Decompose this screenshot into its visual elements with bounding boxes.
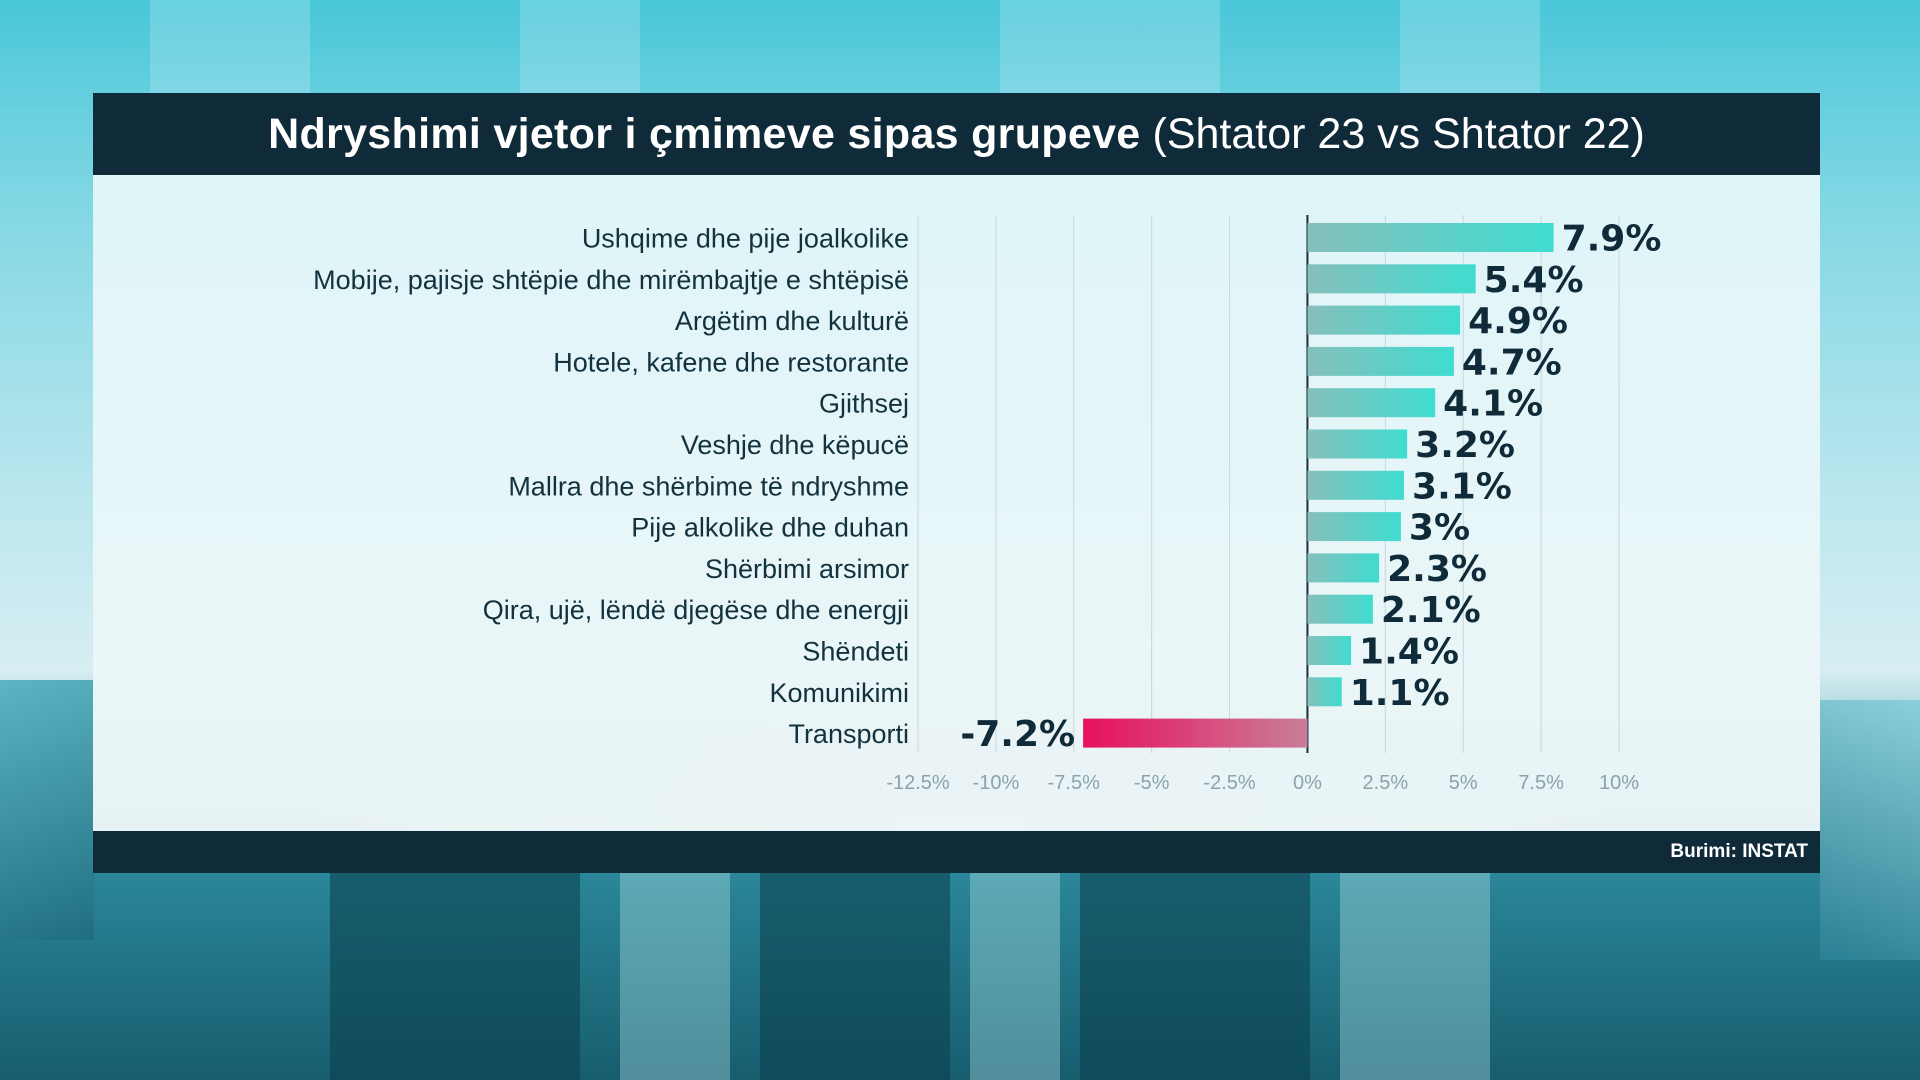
category-label: Ushqime dhe pije joalkolike <box>582 224 909 254</box>
bg-beam <box>970 870 1060 1080</box>
category-label: Veshje dhe këpucë <box>681 430 909 460</box>
bg-stripe <box>1000 0 1220 100</box>
chart-body: -12.5% -10% -7.5% -5% -2.5% 0% 2.5% 5% 7.5% 10% Us… <box>93 175 1820 831</box>
x-tick-label: -2.5% <box>1203 772 1255 794</box>
value-label: 4.7% <box>1462 342 1562 383</box>
chart-header: Ndryshimi vjetor i çmimeve sipas grupeve… <box>93 93 1820 175</box>
category-label: Transporti <box>788 719 909 749</box>
category-label: Shëndeti <box>802 637 909 667</box>
category-label: Mobije, pajisje shtëpie dhe mirëmbajtje … <box>313 265 909 295</box>
category-label: Hotele, kafene dhe restorante <box>553 347 909 377</box>
bar <box>1307 429 1408 459</box>
bg-beam <box>620 870 730 1080</box>
x-tick-label: 2.5% <box>1363 772 1409 794</box>
bg-floor <box>0 870 1920 1080</box>
bar-chart: -12.5% -10% -7.5% -5% -2.5% 0% 2.5% 5% 7.5% 10% Us… <box>313 215 1662 794</box>
bg-beam <box>1080 870 1310 1080</box>
x-tick-label: -5% <box>1134 772 1170 794</box>
value-label: 2.1% <box>1381 590 1481 631</box>
chart-subtitle: (Shtator 23 vs Shtator 22) <box>1152 109 1645 158</box>
bar <box>1307 512 1401 542</box>
bg-side-left <box>0 680 94 940</box>
value-label: 3.1% <box>1412 466 1512 507</box>
bar <box>1083 718 1308 748</box>
value-label: 3% <box>1409 508 1470 549</box>
chart-panel: Ndryshimi vjetor i çmimeve sipas grupeve… <box>93 93 1820 873</box>
x-tick-label: -10% <box>973 772 1020 794</box>
bg-stripe <box>520 0 640 100</box>
category-label: Mallra dhe shërbime të ndryshme <box>508 471 909 501</box>
value-label: 4.9% <box>1468 301 1568 342</box>
x-tick-label: 7.5% <box>1518 772 1564 794</box>
bar <box>1307 677 1342 707</box>
x-tick-label: 0% <box>1293 772 1322 794</box>
bg-stripe <box>150 0 310 100</box>
bg-side-right <box>1820 700 1920 960</box>
value-label: 4.1% <box>1443 384 1543 425</box>
bar <box>1307 346 1454 376</box>
category-label: Shërbimi arsimor <box>705 554 909 584</box>
bar <box>1307 594 1373 624</box>
bg-beam <box>1340 870 1490 1080</box>
x-tick-label: -12.5% <box>886 772 950 794</box>
value-label: 3.2% <box>1415 425 1515 466</box>
value-label: 1.1% <box>1350 673 1450 714</box>
bar <box>1307 305 1461 335</box>
x-tick-label: 5% <box>1449 772 1478 794</box>
category-label: Argëtim dhe kulturë <box>675 306 909 336</box>
bar <box>1307 636 1352 665</box>
value-label: 2.3% <box>1387 549 1487 590</box>
bar <box>1307 470 1405 500</box>
category-label: Gjithsej <box>819 389 909 419</box>
value-label: 1.4% <box>1359 632 1459 673</box>
category-label: Komunikimi <box>769 678 909 708</box>
x-tick-label: -7.5% <box>1048 772 1100 794</box>
bar <box>1307 264 1476 294</box>
value-label: 5.4% <box>1484 260 1584 301</box>
bg-stripe <box>1400 0 1540 100</box>
bg-beam <box>330 870 580 1080</box>
bg-beam <box>760 870 950 1080</box>
x-tick-label: 10% <box>1599 772 1639 794</box>
category-label: Pije alkolike dhe duhan <box>631 513 909 543</box>
bar <box>1307 223 1554 252</box>
bar <box>1307 553 1380 583</box>
bar <box>1307 388 1436 418</box>
value-label: 7.9% <box>1562 219 1662 260</box>
chart-footer: Burimi: INSTAT <box>93 831 1820 873</box>
source-label: Burimi: INSTAT <box>1670 841 1808 862</box>
category-label: Qira, ujë, lëndë djegëse dhe energji <box>483 595 909 625</box>
value-label: -7.2% <box>960 714 1075 755</box>
chart-title: Ndryshimi vjetor i çmimeve sipas grupeve <box>268 109 1141 158</box>
